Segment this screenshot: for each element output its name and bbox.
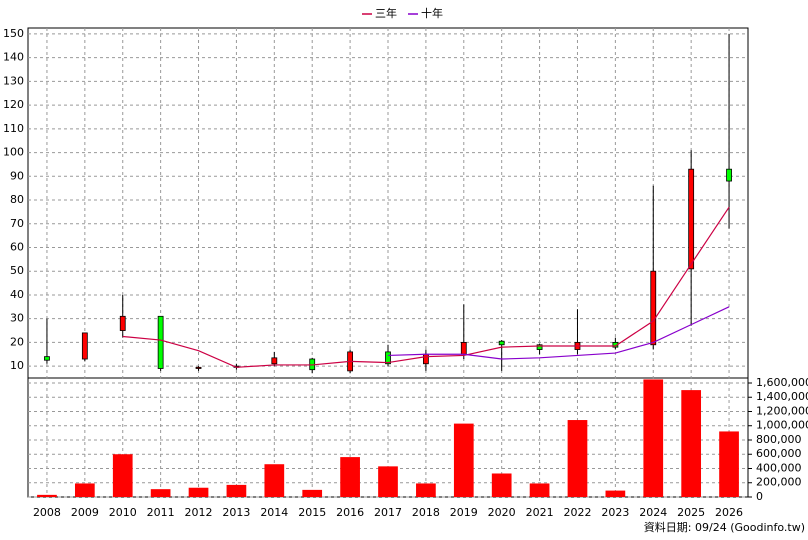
y2-tick-label: 1,400,000 xyxy=(756,390,808,403)
x-tick-label: 2016 xyxy=(336,506,364,519)
volume-bar xyxy=(567,420,588,497)
y-tick-label: 90 xyxy=(10,169,24,182)
x-tick-label: 2013 xyxy=(222,506,250,519)
x-tick-label: 2012 xyxy=(185,506,213,519)
volume-bar xyxy=(529,483,550,497)
x-tick-label: 2020 xyxy=(488,506,516,519)
volume-bar xyxy=(605,490,626,497)
candle-body xyxy=(195,366,202,369)
source-note: 資料日期: 09/24 (Goodinfo.tw) xyxy=(644,520,805,534)
x-tick-label: 2023 xyxy=(601,506,629,519)
candle-body xyxy=(385,351,391,365)
x-tick-label: 2008 xyxy=(33,506,61,519)
y-tick-label: 100 xyxy=(3,146,24,159)
y-tick-label: 110 xyxy=(3,122,24,135)
volume-bar xyxy=(188,487,209,497)
volume-bar xyxy=(643,379,664,497)
y-tick-label: 140 xyxy=(3,51,24,64)
ma-line xyxy=(122,206,730,368)
y-tick-label: 150 xyxy=(3,27,24,40)
y2-tick-label: 1,600,000 xyxy=(756,376,808,389)
volume-bar xyxy=(719,431,739,497)
x-tick-label: 2021 xyxy=(526,506,554,519)
y2-tick-label: 200,000 xyxy=(756,476,802,489)
x-tick-label: 2026 xyxy=(715,506,743,519)
y2-tick-label: 1,200,000 xyxy=(756,404,808,417)
y-tick-label: 40 xyxy=(10,288,24,301)
x-tick-label: 2009 xyxy=(71,506,99,519)
ma-line xyxy=(387,306,730,360)
volume-bar xyxy=(491,473,512,497)
y-tick-label: 120 xyxy=(3,98,24,111)
volume-bar xyxy=(226,484,247,497)
volume-bar xyxy=(74,483,95,497)
candle-body xyxy=(650,270,657,346)
x-tick-label: 2011 xyxy=(147,506,175,519)
x-tick-label: 2015 xyxy=(298,506,326,519)
candle-body xyxy=(271,357,278,365)
x-tick-label: 2018 xyxy=(412,506,440,519)
volume-bar xyxy=(453,423,474,497)
y-tick-label: 30 xyxy=(10,312,24,325)
candle-body xyxy=(44,356,50,361)
volume-bar xyxy=(378,466,398,497)
x-tick-label: 2024 xyxy=(639,506,667,519)
y-tick-label: 130 xyxy=(3,74,24,87)
y-tick-label: 50 xyxy=(10,264,24,277)
y2-tick-label: 0 xyxy=(756,490,763,503)
y-tick-label: 60 xyxy=(10,240,24,253)
candle-body xyxy=(422,353,429,365)
volume-bar xyxy=(340,457,360,497)
volume-bar xyxy=(150,489,171,497)
y-tick-label: 10 xyxy=(10,359,24,372)
x-tick-label: 2010 xyxy=(109,506,137,519)
x-tick-label: 2025 xyxy=(677,506,705,519)
x-tick-label: 2019 xyxy=(450,506,478,519)
y-tick-label: 80 xyxy=(10,193,24,206)
y2-tick-label: 400,000 xyxy=(756,461,802,474)
candle-body xyxy=(688,168,695,270)
legend-label: 三年 xyxy=(375,6,397,20)
volume-bar xyxy=(681,390,702,497)
candle-body xyxy=(536,344,543,350)
y-tick-label: 20 xyxy=(10,335,24,348)
candle-body xyxy=(119,315,126,331)
volume-bar xyxy=(416,483,436,497)
volume-bar xyxy=(37,494,57,497)
candle-body xyxy=(157,315,164,369)
candle-body xyxy=(498,340,505,346)
x-tick-label: 2022 xyxy=(563,506,591,519)
x-tick-label: 2017 xyxy=(374,506,402,519)
y-tick-label: 70 xyxy=(10,217,24,230)
x-tick-label: 2014 xyxy=(260,506,288,519)
y2-tick-label: 1,000,000 xyxy=(756,419,808,432)
candle-body xyxy=(81,332,88,360)
legend-label: 十年 xyxy=(421,6,443,20)
volume-bar xyxy=(302,489,323,497)
y2-tick-label: 800,000 xyxy=(756,433,802,446)
volume-bar xyxy=(112,454,133,497)
candle-body xyxy=(726,168,732,182)
volume-bar xyxy=(264,464,285,497)
candle-body xyxy=(460,342,467,355)
y2-tick-label: 600,000 xyxy=(756,447,802,460)
